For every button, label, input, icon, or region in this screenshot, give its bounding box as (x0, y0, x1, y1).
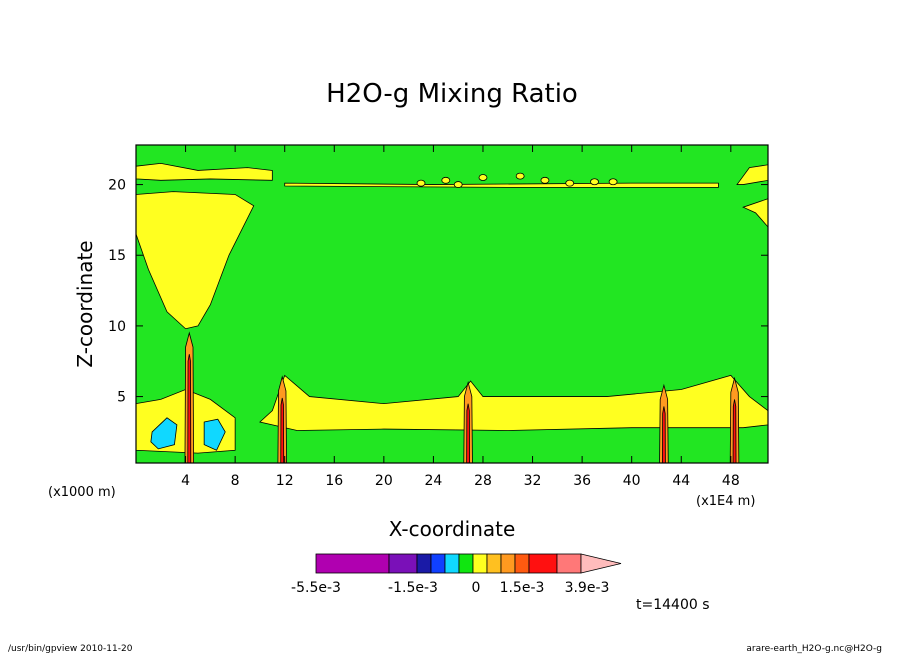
y-tick-label: 10 (108, 319, 126, 335)
convective-core (466, 403, 470, 464)
colorbar-swatch (486, 553, 502, 574)
x-tick-label: 48 (722, 473, 740, 489)
contour-top-band (135, 162, 273, 181)
footer-right: arare-earth_H2O-g.nc@H2O-g (746, 644, 882, 654)
x-tick-label: 44 (672, 473, 690, 489)
contour-blob (565, 179, 575, 187)
contour-blob (590, 178, 599, 186)
colorbar-label: 0 (472, 580, 481, 596)
x-tick-label: 16 (325, 473, 343, 489)
contour-fields (135, 162, 769, 464)
colorbar-swatch (472, 553, 488, 574)
x-tick-label: 12 (276, 473, 294, 489)
x-unit-left: (x1000 m) (48, 485, 116, 500)
contour-plume (135, 191, 255, 330)
convective-core (732, 399, 737, 464)
colorbar-arrow (580, 553, 622, 574)
contour-lower-band (259, 374, 769, 431)
colorbar-label: -5.5e-3 (291, 580, 341, 596)
contour-blob (441, 176, 451, 184)
plot-frame (135, 144, 769, 464)
colorbar-swatch (388, 553, 418, 574)
contour-blob (540, 176, 550, 184)
x-tick-label: 8 (231, 473, 240, 489)
colorbar (315, 553, 622, 574)
convective-core (187, 354, 192, 464)
colorbar-swatch (528, 553, 558, 574)
contour-top-strip (284, 182, 719, 188)
colorbar-labels: -5.5e-3 -1.5e-3 0 1.5e-3 3.9e-3 (291, 580, 609, 596)
colorbar-swatch (416, 553, 432, 574)
y-tick-label: 20 (108, 178, 126, 194)
x-tick-label: 40 (623, 473, 641, 489)
contour-blob (416, 179, 426, 187)
x-tick-label: 4 (181, 473, 190, 489)
y-tick-label: 15 (108, 248, 126, 264)
contour-blob (453, 181, 463, 188)
x-tick-label: 20 (375, 473, 393, 489)
convective-core (662, 406, 666, 464)
y-tick-label: 5 (117, 390, 126, 406)
colorbar-swatch (514, 553, 530, 574)
colorbar-swatch (458, 553, 474, 574)
convective-core (280, 397, 285, 464)
x-tick-label: 24 (424, 473, 442, 489)
x-tick-label: 32 (524, 473, 542, 489)
colorbar-swatch (430, 553, 446, 574)
contour-cyan-right (203, 418, 226, 451)
colorbar-swatch (556, 553, 582, 574)
colorbar-label: 3.9e-3 (565, 580, 610, 596)
time-label: t=14400 s (636, 597, 710, 613)
colorbar-swatch (500, 553, 516, 574)
y-axis-ticks: 5 10 15 20 (108, 178, 768, 406)
x-tick-label: 36 (573, 473, 591, 489)
x-axis-ticks: 4 8 12 16 20 24 28 32 36 40 44 48 (181, 145, 740, 489)
contour-cyan-left (150, 417, 178, 450)
colorbar-label: 1.5e-3 (500, 580, 545, 596)
contour-blob (608, 178, 618, 186)
footer-left: /usr/bin/gpview 2010-11-20 (8, 644, 133, 654)
y-axis-label: Z-coordinate (73, 240, 97, 367)
contour-blob (515, 172, 525, 180)
chart-title: H2O-g Mixing Ratio (326, 79, 578, 109)
x-tick-label: 28 (474, 473, 492, 489)
x-axis-label: X-coordinate (389, 517, 516, 541)
contour-blob (478, 174, 488, 181)
x-unit-right: (x1E4 m) (696, 494, 755, 509)
colorbar-swatch (444, 553, 460, 574)
colorbar-swatch (315, 553, 390, 574)
colorbar-label: -1.5e-3 (388, 580, 438, 596)
